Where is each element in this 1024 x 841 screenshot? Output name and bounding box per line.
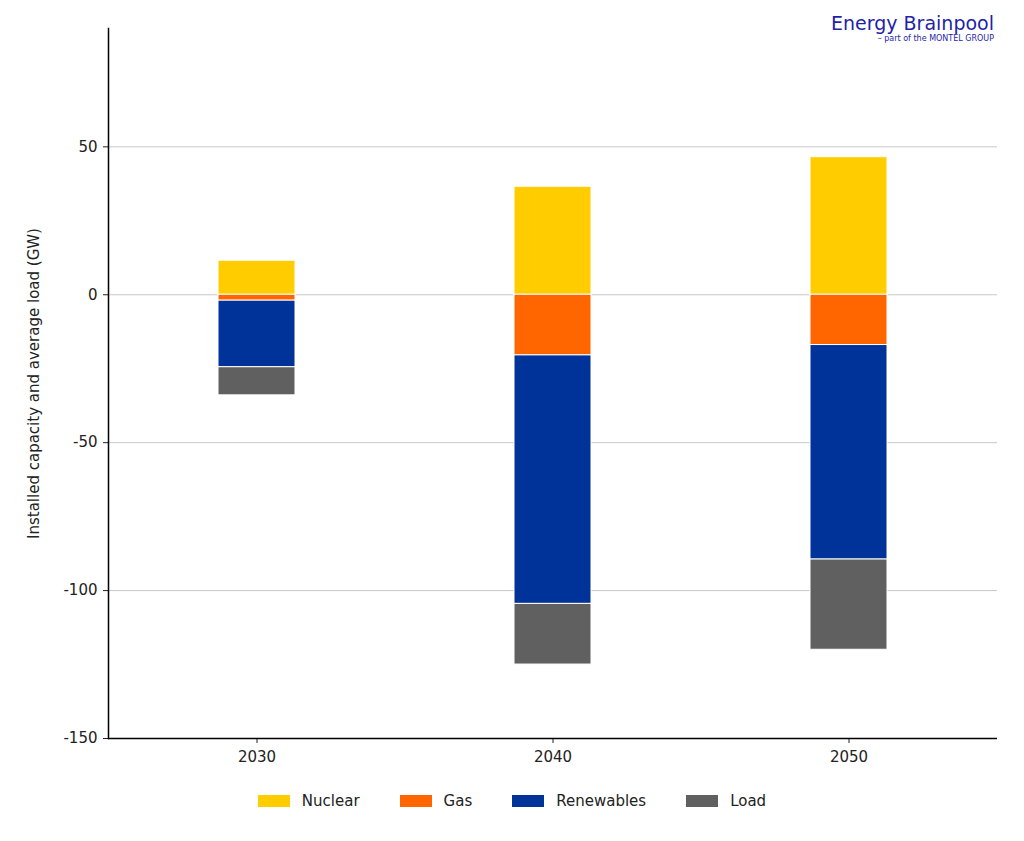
- svg-text:-150: -150: [63, 729, 97, 747]
- svg-text:2050: 2050: [830, 748, 868, 766]
- svg-text:50: 50: [78, 138, 97, 156]
- svg-text:-100: -100: [63, 581, 97, 599]
- html-text:Load: Load: [730, 792, 767, 810]
- html-text:– part of the MONTEL GROUP: – part of the MONTEL GROUP: [877, 34, 994, 43]
- svg-text:-50: -50: [73, 433, 98, 451]
- svg-text:2030: 2030: [238, 748, 276, 766]
- svg-text:2040: 2040: [534, 748, 572, 766]
- svg-text:Installed capacity and average: Installed capacity and average load (GW): [25, 228, 43, 539]
- html-text:Gas: Gas: [443, 792, 473, 810]
- html-text:Renewables: Renewables: [556, 792, 647, 810]
- html-text:Energy Brainpool: Energy Brainpool: [831, 12, 994, 34]
- html-text:Nuclear: Nuclear: [301, 792, 360, 810]
- svg-text:0: 0: [88, 286, 98, 304]
